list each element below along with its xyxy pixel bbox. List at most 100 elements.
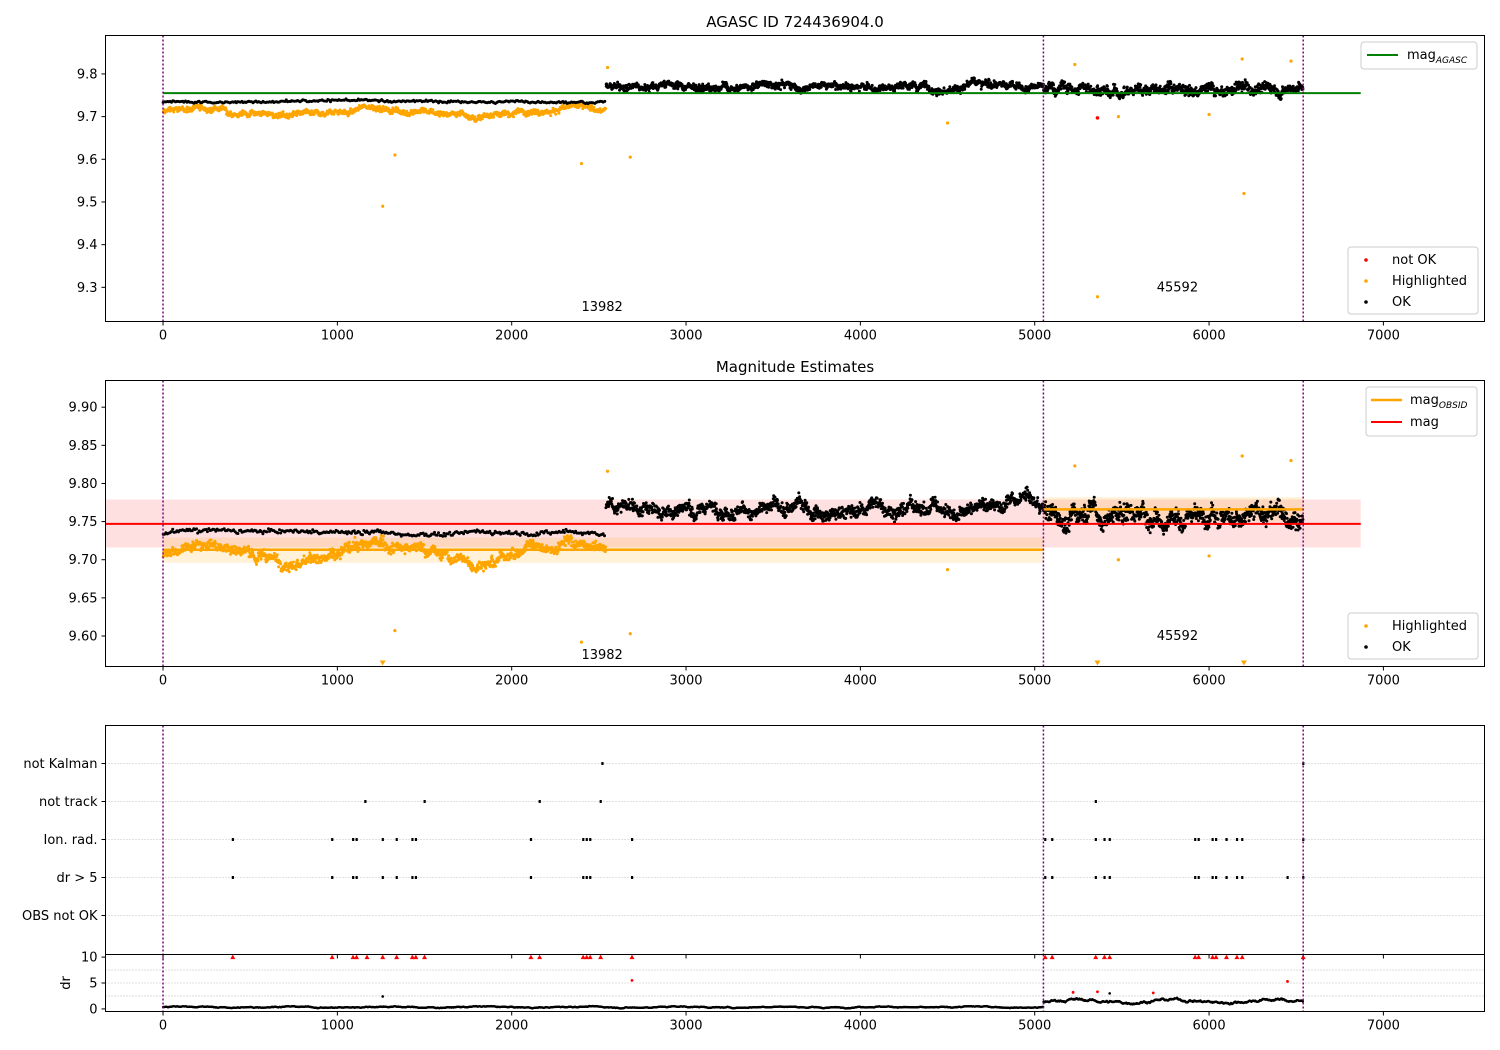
point-ok (603, 99, 607, 103)
point-highlighted (447, 554, 450, 558)
x-tick-label: 4000 (844, 329, 877, 344)
point-ok (236, 532, 240, 535)
point-highlighted-outlier (1242, 191, 1246, 196)
point-highlighted (292, 560, 295, 564)
x-tick-label: 7000 (1367, 329, 1400, 344)
point-ok (1125, 85, 1129, 89)
point-ok (819, 85, 823, 89)
point-ok (979, 87, 983, 91)
legend-label-ok: OK (1392, 295, 1411, 310)
point-ok (309, 531, 313, 535)
point-highlighted (604, 545, 607, 549)
y-tick-label: 9.3 (77, 281, 98, 296)
point-ok (1234, 89, 1238, 92)
point-highlighted-outlier (381, 204, 385, 208)
point-highlighted-outlier (605, 65, 610, 70)
point-highlighted-outlier (1289, 59, 1293, 63)
panel-title: AGASC ID 724436904.0 (706, 13, 884, 31)
point-highlighted (598, 107, 602, 111)
point-ok (278, 528, 281, 532)
x-tick-label: 1000 (321, 329, 354, 344)
point-ok (361, 533, 364, 537)
point-highlighted (484, 566, 488, 570)
point-ok (942, 86, 946, 90)
point-ok (1105, 84, 1109, 88)
point-highlighted (306, 560, 310, 564)
point-highlighted (480, 566, 483, 570)
point-ok (1122, 85, 1126, 89)
point-highlighted (296, 558, 299, 562)
point-highlighted (338, 557, 342, 561)
point-highlighted (277, 565, 281, 569)
point-ok (205, 530, 209, 534)
point-highlighted (490, 554, 494, 558)
point-highlighted (247, 544, 250, 548)
point-ok (753, 86, 757, 90)
point-highlighted-outlier (628, 155, 632, 159)
obsid-label: 13982 (581, 300, 622, 315)
point-ok (1273, 84, 1276, 88)
point-highlighted-outlier (1095, 295, 1100, 299)
point-highlighted (381, 538, 385, 542)
point-highlighted (499, 114, 503, 118)
point-highlighted (249, 555, 253, 559)
point-highlighted (300, 562, 304, 566)
point-highlighted (281, 110, 285, 114)
point-ok (1291, 84, 1295, 88)
point-highlighted (272, 551, 276, 555)
point-ok (1154, 83, 1158, 87)
point-highlighted-outlier (393, 153, 397, 157)
point-highlighted (229, 110, 232, 114)
point-highlighted (492, 115, 495, 119)
point-highlighted (497, 558, 501, 562)
point-highlighted-outlier (1240, 57, 1244, 61)
point-ok (1141, 93, 1145, 97)
point-highlighted-outlier (1207, 112, 1211, 117)
point-ok (1096, 84, 1100, 88)
x-tick-label: 3000 (669, 329, 702, 344)
point-ok (276, 531, 280, 535)
point-highlighted (422, 543, 426, 547)
x-tick-label: 0 (159, 329, 167, 344)
point-ok (948, 85, 952, 89)
point-ok (616, 80, 620, 84)
point-ok (1118, 97, 1122, 101)
point-ok (901, 86, 905, 90)
point-ok (1214, 94, 1217, 98)
point-ok (195, 527, 198, 531)
point-ok (1188, 83, 1191, 87)
point-ok (779, 88, 783, 92)
point-highlighted (353, 535, 357, 539)
point-ok (870, 83, 874, 87)
point-highlighted (557, 111, 561, 115)
x-tick-label: 6000 (1193, 329, 1226, 344)
legend-label-highlighted: Highlighted (1392, 274, 1467, 289)
point-highlighted (209, 538, 213, 542)
point-highlighted (473, 115, 477, 119)
point-ok (972, 76, 976, 80)
point-highlighted (294, 568, 298, 572)
point-highlighted (279, 562, 283, 566)
point-highlighted (295, 114, 299, 118)
point-ok (676, 87, 680, 91)
point-ok (1070, 85, 1074, 89)
point-highlighted-outlier (945, 121, 950, 125)
point-ok (1279, 97, 1283, 101)
point-highlighted (348, 550, 352, 554)
point-highlighted (381, 104, 385, 108)
point-ok (1052, 83, 1055, 87)
legend-mag-agasc: magAGASC (1360, 41, 1478, 70)
point-ok (927, 85, 931, 89)
point-ok (1063, 80, 1067, 84)
point-highlighted (494, 564, 497, 568)
point-highlighted-outlier (1073, 62, 1077, 67)
point-ok (808, 88, 812, 91)
legend-label-not-ok: not OK (1392, 253, 1437, 268)
y-tick-label: 9.6 (77, 153, 98, 168)
point-highlighted (411, 112, 415, 116)
point-highlighted (302, 554, 306, 558)
point-highlighted (381, 534, 385, 538)
point-ok (1169, 82, 1173, 86)
